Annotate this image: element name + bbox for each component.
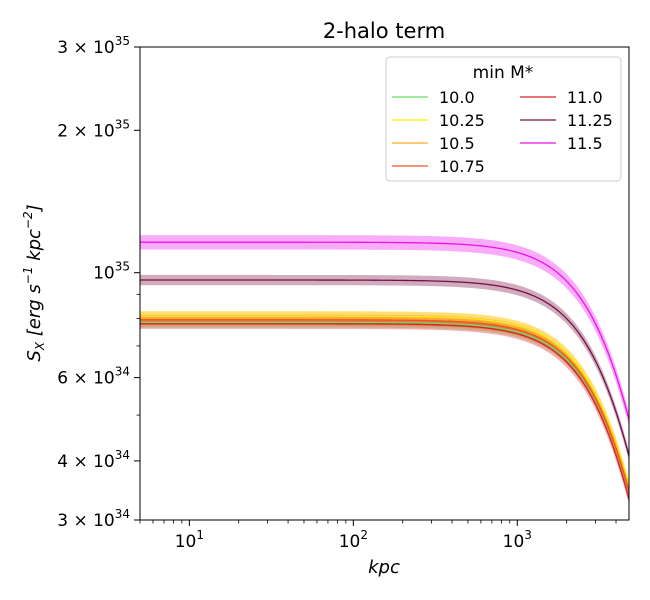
- x-tick-label: 103: [503, 528, 532, 552]
- legend-box: [385, 56, 622, 182]
- legend-label-11.25: 11.25: [567, 111, 613, 130]
- line-group: [140, 241, 630, 500]
- x-tick-label: 102: [339, 528, 368, 552]
- series-line-11.5: [140, 241, 630, 420]
- legend-label-10.25: 10.25: [439, 111, 485, 130]
- y-tick-label: 1035: [93, 260, 130, 284]
- x-tick-label: 101: [175, 528, 204, 552]
- legend-label-11.0: 11.0: [567, 88, 603, 107]
- y-axis: 3 × 1034 4 × 1034 6 × 1034 1035 2 × 1035 3 × …: [57, 34, 140, 531]
- legend-title: min M*: [473, 63, 534, 83]
- plot-frame: [139, 46, 630, 521]
- y-tick-label: 4 × 1034: [57, 448, 130, 472]
- series-band-11.25: [140, 274, 629, 462]
- series-band-10.5: [140, 311, 629, 496]
- series-band-10.25: [140, 310, 629, 491]
- y-tick-label: 6 × 1034: [57, 365, 130, 389]
- legend-label-11.5: 11.5: [567, 134, 603, 153]
- series-line-10.0: [140, 321, 630, 492]
- series-line-10.75: [140, 319, 630, 492]
- legend-label-10.75: 10.75: [439, 157, 485, 176]
- legend: min M* 10.0 10.25 10.5 10.75 11.0 11.25 11.5: [385, 56, 622, 182]
- series-line-11.0: [140, 323, 630, 500]
- series-band-11.5: [140, 235, 629, 427]
- series-line-10.25: [140, 315, 630, 486]
- band-group: [140, 235, 629, 505]
- series-line-11.25: [140, 279, 630, 457]
- legend-label-10.5: 10.5: [439, 134, 475, 153]
- y-tick-label: 3 × 1034: [57, 507, 130, 531]
- legend-label-10.0: 10.0: [439, 88, 475, 107]
- x-axis: 101 102 103: [139, 520, 617, 552]
- chart-title: 2-halo term: [323, 19, 445, 43]
- y-axis-label: SX [erg s−1 kpc−2]: [21, 204, 47, 361]
- y-tick-label: 2 × 1035: [57, 117, 130, 141]
- x-axis-label: kpc: [368, 557, 400, 578]
- series-line-10.5: [140, 317, 630, 489]
- y-tick-label: 3 × 1035: [57, 34, 130, 58]
